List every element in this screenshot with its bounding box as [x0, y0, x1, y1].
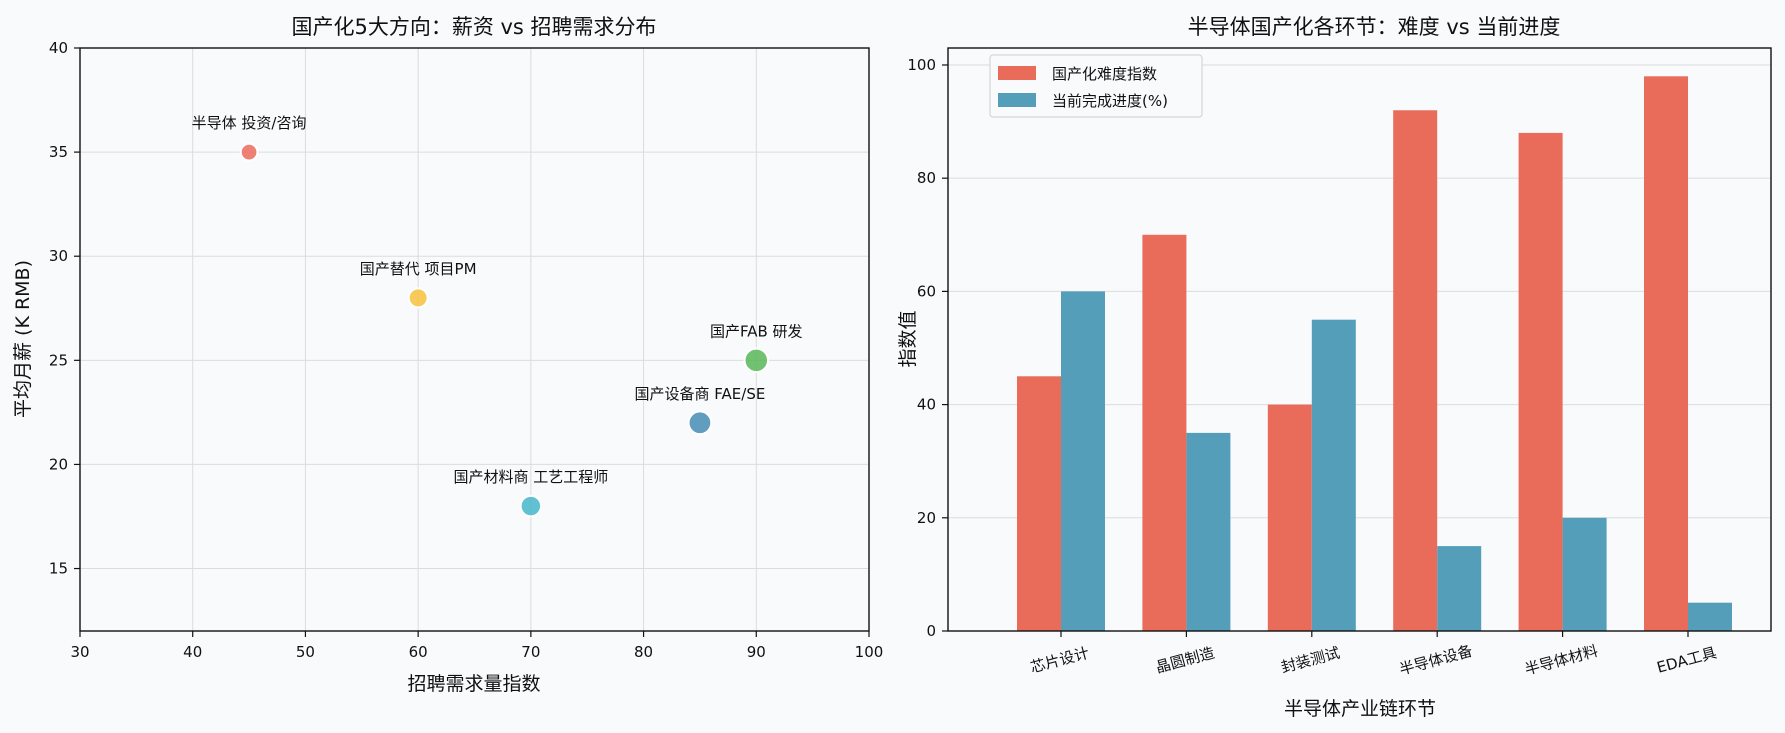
bar-title: 半导体国产化各环节：难度 vs 当前进度: [1188, 15, 1561, 39]
bar: [1186, 432, 1231, 631]
bar-x-tick-label: 晶圆制造: [1154, 644, 1217, 677]
scatter-x-tick-label: 40: [183, 643, 202, 661]
scatter-y-tick-label: 35: [49, 143, 68, 161]
bar: [1393, 110, 1438, 631]
scatter-x-tick-label: 70: [521, 643, 540, 661]
bar-x-tick-label: 半导体设备: [1397, 642, 1474, 679]
scatter-axes-frame: [79, 47, 870, 632]
scatter-point: [407, 287, 429, 309]
scatter-title: 国产化5大方向：薪资 vs 招聘需求分布: [291, 15, 656, 39]
bar-x-tick-label: 封装测试: [1279, 644, 1342, 677]
scatter-point: [743, 347, 770, 374]
scatter-point-label: 国产替代 项目PM: [360, 260, 477, 278]
bar: [1518, 132, 1563, 632]
bar-x-tick-label: 芯片设计: [1028, 644, 1091, 677]
legend-swatch-difficulty: [998, 66, 1036, 80]
bar: [1267, 404, 1312, 631]
legend-swatch-progress: [998, 93, 1036, 107]
bar-y-axis-label: 指数值: [897, 310, 919, 367]
scatter-y-axis-label: 平均月薪 (K RMB): [12, 260, 34, 418]
bar: [1061, 291, 1105, 631]
scatter-point-label: 国产设备商 FAE/SE: [635, 385, 766, 403]
bar-x-tick-label: EDA工具: [1655, 644, 1719, 677]
bar-y-tick-label: 20: [917, 509, 936, 527]
scatter-point-label: 国产材料商 工艺工程师: [453, 468, 608, 486]
scatter-x-tick-label: 60: [409, 643, 428, 661]
bar-y-tick-label: 40: [917, 396, 936, 414]
scatter-y-tick-label: 25: [49, 351, 68, 369]
scatter-point: [687, 410, 713, 436]
scatter-point-label: 国产FAB 研发: [710, 322, 803, 340]
scatter-y-tick-label: 15: [49, 560, 68, 578]
legend-label-difficulty: 国产化难度指数: [1052, 65, 1157, 83]
bar-y-tick-label: 80: [917, 169, 936, 187]
bar-axes-frame: [947, 47, 1772, 632]
scatter-y-tick-label: 20: [49, 455, 68, 473]
bar: [1562, 517, 1607, 631]
scatter-x-tick-label: 80: [634, 643, 653, 661]
bar: [1644, 76, 1688, 632]
scatter-x-tick-label: 30: [70, 643, 89, 661]
scatter-x-axis-label: 招聘需求量指数: [407, 673, 540, 695]
legend-label-progress: 当前完成进度(%): [1052, 92, 1168, 110]
scatter-x-tick-label: 90: [747, 643, 766, 661]
bar-y-tick-label: 100: [907, 56, 936, 74]
scatter-y-tick-label: 30: [49, 247, 68, 265]
bar: [1017, 376, 1061, 631]
legend-frame: [989, 54, 1203, 118]
scatter-point: [519, 494, 543, 518]
scatter-x-tick-label: 100: [855, 643, 884, 661]
bar-x-tick-label: 半导体材料: [1523, 642, 1600, 679]
bar-y-tick-label: 60: [917, 282, 936, 300]
bar-legend: 国产化难度指数 当前完成进度(%): [989, 54, 1203, 118]
bar-x-axis-label: 半导体产业链环节: [1284, 698, 1436, 720]
scatter-point-label: 半导体 投资/咨询: [192, 114, 307, 132]
bar-chart: 半导体国产化各环节：难度 vs 当前进度 0 20 40 60 80 100 芯片设计 晶圆制…: [897, 15, 1772, 720]
bar: [1142, 234, 1187, 631]
bar: [1437, 546, 1482, 631]
bar: [1688, 602, 1732, 631]
bar: [1311, 319, 1356, 631]
scatter-chart: 国产化5大方向：薪资 vs 招聘需求分布 30 40 50 60 70 80 90 100 15…: [12, 15, 883, 695]
scatter-y-tick-label: 40: [49, 39, 68, 57]
scatter-x-tick-label: 50: [296, 643, 315, 661]
bar-y-tick-label: 0: [926, 622, 936, 640]
scatter-point: [239, 142, 259, 162]
